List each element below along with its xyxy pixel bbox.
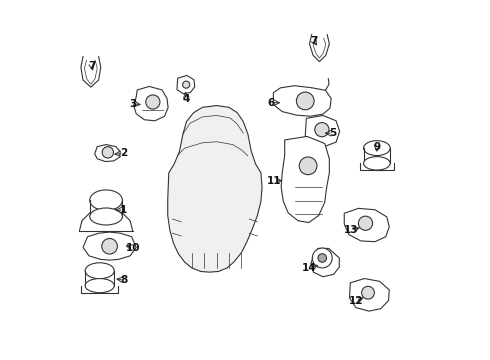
Ellipse shape bbox=[85, 263, 114, 279]
Text: 10: 10 bbox=[126, 243, 141, 253]
Circle shape bbox=[102, 147, 114, 158]
Text: 14: 14 bbox=[302, 263, 317, 273]
Polygon shape bbox=[168, 105, 262, 272]
Text: 2: 2 bbox=[120, 148, 127, 158]
Text: 7: 7 bbox=[88, 61, 96, 71]
Text: 8: 8 bbox=[120, 275, 127, 285]
Text: 4: 4 bbox=[183, 94, 190, 104]
Polygon shape bbox=[273, 86, 331, 116]
Circle shape bbox=[146, 95, 160, 109]
Polygon shape bbox=[83, 232, 136, 260]
Circle shape bbox=[102, 238, 118, 254]
Polygon shape bbox=[134, 86, 168, 121]
Circle shape bbox=[183, 81, 190, 88]
Circle shape bbox=[358, 216, 372, 230]
Polygon shape bbox=[344, 208, 389, 242]
Polygon shape bbox=[177, 76, 195, 94]
Text: 9: 9 bbox=[373, 143, 380, 152]
Circle shape bbox=[318, 254, 326, 262]
Text: 11: 11 bbox=[267, 176, 281, 186]
Circle shape bbox=[296, 92, 314, 110]
Text: 13: 13 bbox=[344, 225, 359, 235]
Ellipse shape bbox=[85, 279, 114, 293]
Ellipse shape bbox=[90, 190, 122, 211]
Polygon shape bbox=[281, 136, 329, 222]
Ellipse shape bbox=[90, 208, 122, 225]
Polygon shape bbox=[349, 279, 389, 311]
Text: 5: 5 bbox=[329, 128, 337, 138]
Polygon shape bbox=[305, 116, 340, 147]
Text: 12: 12 bbox=[348, 296, 363, 306]
Text: 3: 3 bbox=[129, 99, 136, 109]
Text: 6: 6 bbox=[267, 98, 274, 108]
Text: 7: 7 bbox=[311, 36, 318, 46]
Circle shape bbox=[315, 123, 329, 137]
Ellipse shape bbox=[364, 141, 390, 156]
Ellipse shape bbox=[364, 157, 390, 170]
Polygon shape bbox=[95, 145, 120, 162]
Circle shape bbox=[362, 286, 374, 299]
Circle shape bbox=[299, 157, 317, 175]
Text: 1: 1 bbox=[120, 205, 127, 215]
Polygon shape bbox=[311, 248, 339, 277]
Circle shape bbox=[312, 248, 332, 268]
